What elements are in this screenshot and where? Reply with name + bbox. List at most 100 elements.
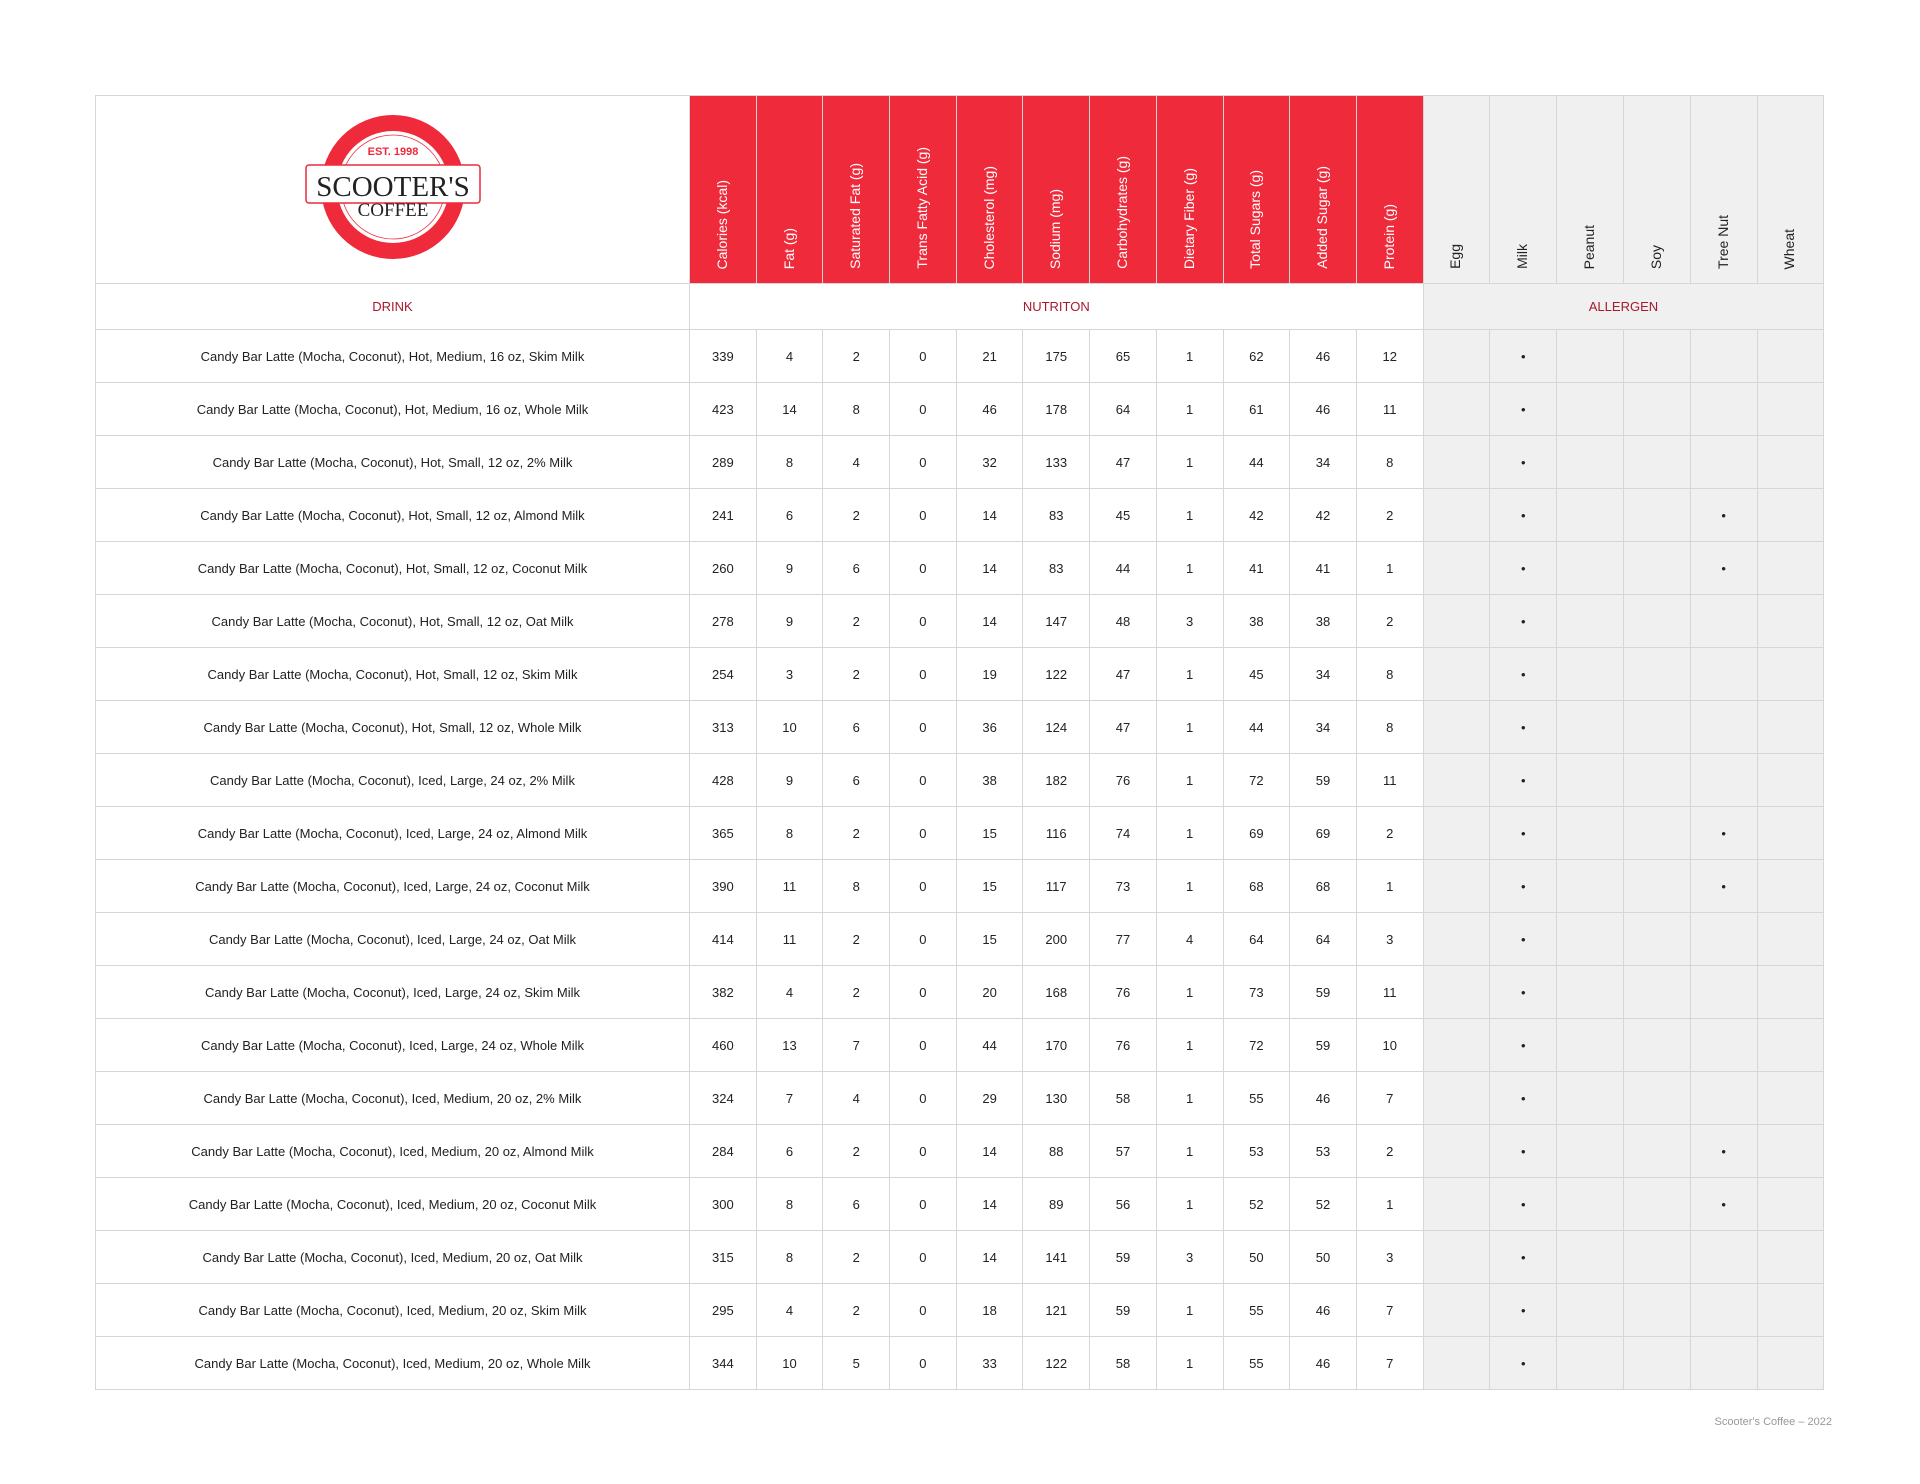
nutrition-value: 55 bbox=[1222, 1283, 1291, 1337]
nutrition-value: 428 bbox=[689, 753, 757, 807]
nutrition-value: 0 bbox=[889, 912, 957, 966]
table-row: Candy Bar Latte (Mocha, Coconut), Iced, … bbox=[95, 806, 1825, 860]
allergen-marker: • bbox=[1721, 1196, 1726, 1212]
nutrition-value: 1 bbox=[1155, 1018, 1224, 1072]
allergen-cell: • bbox=[1489, 1336, 1558, 1390]
nutrition-value: 2 bbox=[822, 1230, 891, 1284]
allergen-cell bbox=[1756, 488, 1825, 542]
nutrition-value: 0 bbox=[889, 1018, 957, 1072]
allergen-cell bbox=[1422, 806, 1491, 860]
allergen-cell bbox=[1689, 1336, 1758, 1390]
nutrition-value: 11 bbox=[1355, 382, 1424, 436]
table-row: Candy Bar Latte (Mocha, Coconut), Iced, … bbox=[95, 912, 1825, 966]
nutrition-value: 4 bbox=[822, 1071, 891, 1125]
nutrition-value: 47 bbox=[1089, 700, 1157, 754]
column-header-label: Cholesterol (mg) bbox=[980, 165, 997, 269]
allergen-cell: • bbox=[1489, 1177, 1558, 1231]
allergen-cell bbox=[1556, 1230, 1624, 1284]
nutrition-value: 2 bbox=[822, 594, 891, 648]
allergen-cell bbox=[1622, 806, 1691, 860]
nutrition-value: 11 bbox=[755, 859, 824, 913]
allergen-marker: • bbox=[1520, 454, 1526, 470]
allergen-cell bbox=[1689, 1071, 1758, 1125]
table-row: Candy Bar Latte (Mocha, Coconut), Iced, … bbox=[95, 1283, 1825, 1337]
allergen-cell: • bbox=[1689, 488, 1758, 542]
column-header-label: Total Sugars (g) bbox=[1247, 170, 1264, 269]
logo-est-text: EST. 1998 bbox=[368, 146, 419, 158]
nutrition-value: 14 bbox=[955, 541, 1024, 595]
nutrition-value: 3 bbox=[755, 647, 824, 701]
allergen-cell bbox=[1556, 1124, 1624, 1178]
nutrition-value: 52 bbox=[1289, 1177, 1357, 1231]
nutrition-value: 147 bbox=[1022, 594, 1091, 648]
nutrition-value: 34 bbox=[1289, 435, 1357, 489]
nutrition-value: 365 bbox=[689, 806, 757, 860]
nutrition-value: 1 bbox=[1155, 753, 1224, 807]
allergen-cell bbox=[1422, 382, 1491, 436]
nutrition-value: 72 bbox=[1222, 753, 1291, 807]
nutrition-value: 1 bbox=[1155, 965, 1224, 1019]
allergen-marker: • bbox=[1520, 348, 1526, 364]
nutrition-value: 74 bbox=[1089, 806, 1157, 860]
nutrition-value: 1 bbox=[1155, 1283, 1224, 1337]
nutrition-value: 20 bbox=[955, 965, 1024, 1019]
allergen-cell bbox=[1756, 1124, 1825, 1178]
allergen-cell: • bbox=[1489, 1283, 1558, 1337]
allergen-cell bbox=[1556, 1283, 1624, 1337]
nutrition-value: 14 bbox=[955, 1230, 1024, 1284]
nutrition-value: 19 bbox=[955, 647, 1024, 701]
nutrition-value: 38 bbox=[1222, 594, 1291, 648]
column-header-label: Calories (kcal) bbox=[713, 179, 730, 269]
nutrition-value: 254 bbox=[689, 647, 757, 701]
allergen-cell: • bbox=[1489, 806, 1558, 860]
nutrition-value: 8 bbox=[822, 382, 891, 436]
nutrition-table: EST. 1998 SCOOTER'S COFFEE Calories (kca… bbox=[95, 95, 1825, 1390]
allergen-cell bbox=[1756, 806, 1825, 860]
nutrition-value: 7 bbox=[1355, 1071, 1424, 1125]
nutrition-value: 4 bbox=[755, 1283, 824, 1337]
table-row: Candy Bar Latte (Mocha, Coconut), Iced, … bbox=[95, 1124, 1825, 1178]
nutrition-value: 382 bbox=[689, 965, 757, 1019]
allergen-cell bbox=[1422, 1177, 1491, 1231]
allergen-cell bbox=[1756, 329, 1825, 383]
nutrition-value: 52 bbox=[1222, 1177, 1291, 1231]
nutrition-value: 9 bbox=[755, 541, 824, 595]
nutrition-value: 69 bbox=[1222, 806, 1291, 860]
nutrition-value: 33 bbox=[955, 1336, 1024, 1390]
nutrition-value: 2 bbox=[1355, 594, 1424, 648]
allergen-cell bbox=[1756, 1071, 1825, 1125]
nutrition-value: 45 bbox=[1089, 488, 1157, 542]
nutrition-value: 14 bbox=[755, 382, 824, 436]
nutrition-value: 7 bbox=[1355, 1283, 1424, 1337]
column-header-allergen: Peanut bbox=[1556, 95, 1624, 284]
column-header-label: Carbohydrates (g) bbox=[1113, 156, 1130, 269]
allergen-cell: • bbox=[1689, 806, 1758, 860]
nutrition-value: 1 bbox=[1155, 647, 1224, 701]
allergen-cell bbox=[1622, 1124, 1691, 1178]
nutrition-value: 116 bbox=[1022, 806, 1091, 860]
column-header-label: Milk bbox=[1514, 244, 1531, 269]
allergen-cell bbox=[1622, 753, 1691, 807]
nutrition-value: 295 bbox=[689, 1283, 757, 1337]
allergen-cell: • bbox=[1489, 1018, 1558, 1072]
allergen-marker: • bbox=[1520, 401, 1526, 417]
drink-name: Candy Bar Latte (Mocha, Coconut), Iced, … bbox=[95, 1230, 690, 1284]
nutrition-value: 1 bbox=[1155, 1177, 1224, 1231]
allergen-cell bbox=[1422, 488, 1491, 542]
allergen-marker: • bbox=[1520, 719, 1526, 735]
allergen-cell bbox=[1689, 382, 1758, 436]
nutrition-value: 1 bbox=[1155, 1336, 1224, 1390]
nutrition-value: 50 bbox=[1289, 1230, 1357, 1284]
nutrition-value: 64 bbox=[1222, 912, 1291, 966]
table-row: Candy Bar Latte (Mocha, Coconut), Iced, … bbox=[95, 965, 1825, 1019]
table-row: Candy Bar Latte (Mocha, Coconut), Hot, S… bbox=[95, 647, 1825, 701]
allergen-cell bbox=[1622, 435, 1691, 489]
nutrition-value: 3 bbox=[1355, 912, 1424, 966]
nutrition-value: 6 bbox=[755, 488, 824, 542]
allergen-cell bbox=[1756, 965, 1825, 1019]
column-header-label: Protein (g) bbox=[1380, 203, 1397, 269]
nutrition-value: 390 bbox=[689, 859, 757, 913]
allergen-cell bbox=[1622, 859, 1691, 913]
scooters-coffee-logo: EST. 1998 SCOOTER'S COFFEE bbox=[305, 115, 481, 259]
table-row: Candy Bar Latte (Mocha, Coconut), Hot, S… bbox=[95, 435, 1825, 489]
